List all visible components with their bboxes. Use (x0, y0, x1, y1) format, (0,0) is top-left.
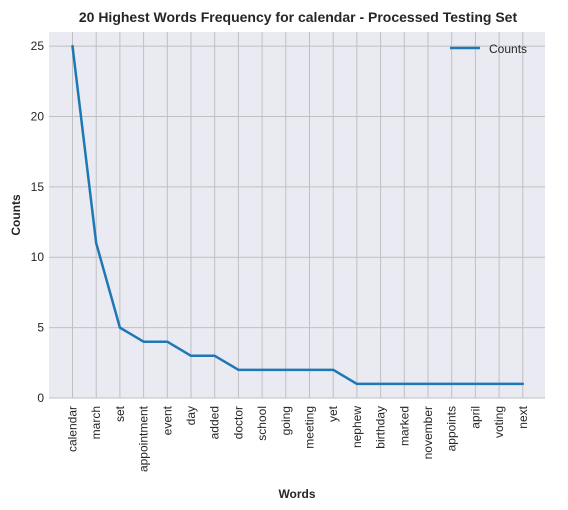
y-axis-label: Counts (9, 194, 23, 236)
series-line-counts (71, 44, 525, 386)
x-tick-label: day (184, 406, 198, 425)
series-layer (71, 44, 525, 386)
chart-title: 20 Highest Words Frequency for calendar … (79, 9, 518, 25)
x-tick-label: voting (492, 406, 506, 438)
x-tick-label: school (255, 406, 269, 441)
x-tick-label: meeting (303, 406, 317, 449)
x-tick-label: yet (326, 405, 340, 422)
x-tick-label: marked (397, 406, 411, 446)
y-tick-label: 5 (37, 321, 44, 335)
x-tick-label: april (468, 406, 482, 429)
grid-lines (49, 32, 545, 399)
y-axis: 0 5 10 15 20 25 (31, 39, 45, 405)
y-tick-label: 10 (31, 250, 45, 264)
x-tick-label: event (160, 405, 174, 435)
x-tick-label: nephew (350, 406, 364, 448)
x-tick-label: going (279, 406, 293, 435)
x-tick-label: added (208, 406, 222, 439)
x-tick-label: november (421, 406, 435, 459)
plot-area (49, 32, 545, 398)
x-tick-label: calendar (66, 406, 80, 452)
y-tick-label: 0 (37, 391, 44, 405)
x-tick-label: next (516, 405, 530, 428)
x-tick-label: appoints (445, 406, 459, 451)
x-axis-label: Words (278, 487, 315, 501)
x-tick-label: march (89, 406, 103, 439)
x-tick-label: birthday (374, 406, 388, 449)
legend: Counts (450, 42, 527, 56)
x-tick-label: doctor (231, 406, 245, 439)
x-tick-label: set (113, 405, 127, 422)
x-axis: calendar march set appointment event day added… (66, 405, 530, 472)
y-tick-label: 25 (31, 39, 45, 53)
y-tick-label: 15 (31, 180, 45, 194)
legend-label-counts: Counts (489, 42, 527, 56)
x-tick-label: appointment (137, 405, 151, 472)
y-tick-label: 20 (31, 109, 45, 123)
